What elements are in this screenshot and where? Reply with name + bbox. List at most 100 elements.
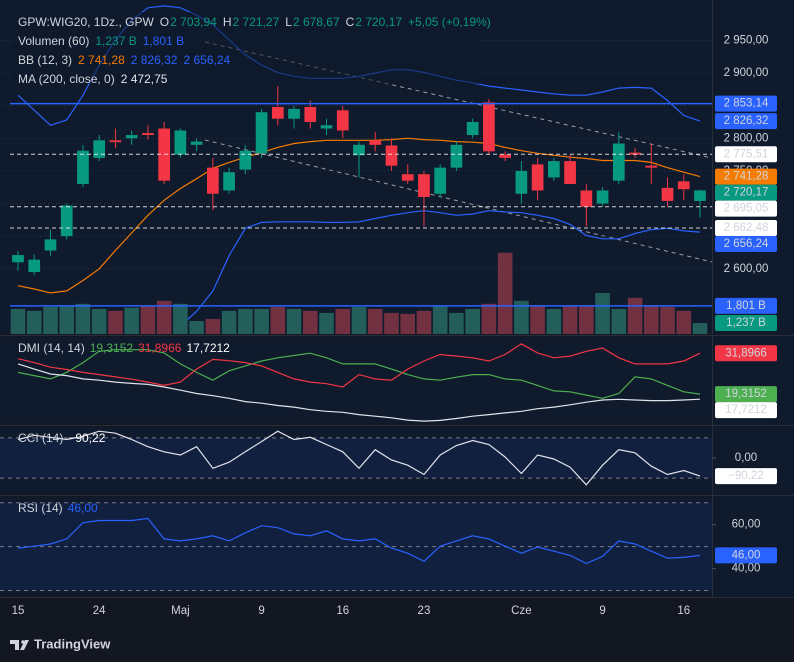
candle-body <box>434 167 447 194</box>
indicator-line <box>17 363 701 422</box>
indicator-value: 2 741,28 <box>78 53 125 67</box>
logo-dot <box>21 640 25 644</box>
volume-bar <box>335 308 351 334</box>
volume-bar <box>432 305 448 334</box>
candle-body <box>93 140 106 158</box>
indicator-name: Volumen (60) <box>18 34 89 48</box>
volume-bar <box>384 312 399 334</box>
candle-body <box>288 108 300 119</box>
candle-body <box>401 174 414 181</box>
candle-body <box>677 181 690 190</box>
candle-body <box>694 190 706 201</box>
price-tag-label: 31,8966 <box>725 347 767 359</box>
volume-bar <box>43 306 58 334</box>
volume-bar <box>627 297 643 334</box>
volume-bar <box>124 307 139 334</box>
indicator-name: BB (12, 3) <box>18 53 72 67</box>
volume-bar <box>579 305 594 334</box>
candle-body <box>304 106 317 122</box>
candle-body <box>369 140 382 145</box>
indicator-line <box>17 137 701 294</box>
ohlc-key: H <box>223 15 232 29</box>
price-tag-label: 46,00 <box>732 549 761 561</box>
volume-bar <box>400 313 416 334</box>
price-tag <box>715 468 777 485</box>
price-tag-label: 19,3152 <box>725 388 767 400</box>
volume-bar <box>449 312 464 334</box>
volume-bar <box>660 306 675 334</box>
candle-body <box>320 125 333 129</box>
volume-bar <box>319 312 334 334</box>
ohlc-value: 2 703,94 <box>170 15 217 29</box>
price-tag <box>715 345 777 362</box>
indicator-value: 1,237 B <box>95 34 136 48</box>
x-tick-label: Maj <box>171 605 190 617</box>
candle-body <box>223 172 235 191</box>
volume-bar <box>692 322 708 334</box>
pane-title: DMI (14, 14) <box>18 341 85 355</box>
pane-value: 46,00 <box>68 501 98 515</box>
pane-legend: RSI (14) 46,00 <box>18 501 98 515</box>
dmi-pane <box>0 337 712 423</box>
candle-body <box>12 255 24 263</box>
indicator-name: MA (200, close, 0) <box>18 72 115 86</box>
candle-body <box>109 140 122 143</box>
y-tick-label: 2 900,00 <box>724 67 769 79</box>
volume-bar <box>205 318 221 334</box>
volume-bar <box>465 308 480 334</box>
candle-body <box>353 144 365 156</box>
indicator-line <box>17 430 701 486</box>
price-tag-label: 2 853,14 <box>724 98 769 110</box>
volume-bar <box>189 321 204 334</box>
x-tick-label: 23 <box>418 605 431 617</box>
ohlc-key: L <box>285 15 292 29</box>
brand: TradingView <box>34 636 111 651</box>
pane-value: −90,22 <box>68 431 105 445</box>
price-tag <box>715 297 777 314</box>
volume-bar <box>676 310 692 334</box>
volume-bar <box>611 308 627 334</box>
volume-bar <box>514 300 529 334</box>
volume-bar <box>156 300 172 334</box>
price-tag <box>715 168 777 185</box>
volume-bar <box>497 252 513 334</box>
price-tag-label: 2 826,32 <box>724 115 769 127</box>
legend: GPW:WIG20, 1Dz., GPW O2 703,94 H2 721,27 L2… <box>10 12 491 86</box>
candle-body <box>336 110 349 131</box>
candle-body <box>466 121 479 136</box>
candle-body <box>44 239 57 251</box>
pane-title: RSI (14) <box>18 501 63 515</box>
change: +5,05 (+0,19%) <box>408 15 491 29</box>
indicator-value: 2 826,32 <box>131 53 178 67</box>
volume-bar <box>302 310 318 334</box>
logo: TradingView <box>10 636 111 651</box>
y-tick-label: 2 950,00 <box>724 34 769 46</box>
volume-bar <box>481 303 497 334</box>
price-tag-label: 2 720,17 <box>724 187 769 199</box>
volume-bar <box>643 305 659 334</box>
volume-bar <box>108 310 123 334</box>
y-tick-label: 40,00 <box>732 563 761 575</box>
candle-body <box>60 205 73 237</box>
price-tag <box>715 547 777 564</box>
candle-body <box>385 145 398 166</box>
price-tag <box>715 314 777 331</box>
volume-bar <box>254 308 269 334</box>
indicator-line <box>179 210 701 327</box>
volume-bar <box>286 308 302 334</box>
candle-body <box>564 161 576 184</box>
candle-body <box>125 135 138 139</box>
x-tick-label: 9 <box>599 605 605 617</box>
price-tag <box>715 146 777 163</box>
volume-bar <box>91 308 107 334</box>
price-tag-label: 1,801 B <box>726 300 766 312</box>
candle-body <box>531 164 544 191</box>
volume-bar <box>546 308 562 334</box>
candle-body <box>174 130 187 155</box>
x-tick-label: 16 <box>336 605 349 617</box>
candle-body <box>450 144 463 168</box>
price-tag <box>715 95 777 112</box>
pane-title: CCI (14) <box>18 431 63 445</box>
price-tag <box>715 386 777 403</box>
